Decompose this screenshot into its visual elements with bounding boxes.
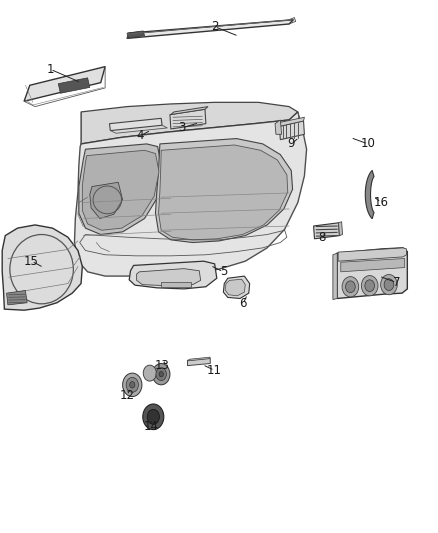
Polygon shape: [365, 171, 374, 219]
Polygon shape: [279, 121, 304, 140]
Circle shape: [342, 277, 359, 297]
Polygon shape: [225, 279, 245, 296]
Polygon shape: [127, 20, 293, 38]
Polygon shape: [161, 282, 191, 287]
Polygon shape: [159, 145, 288, 240]
Circle shape: [156, 368, 166, 381]
Circle shape: [152, 364, 170, 385]
Polygon shape: [81, 102, 298, 144]
Circle shape: [384, 279, 394, 290]
Polygon shape: [79, 144, 162, 235]
Polygon shape: [82, 150, 159, 230]
Polygon shape: [171, 107, 208, 115]
Polygon shape: [337, 248, 407, 298]
Text: 3: 3: [178, 122, 185, 134]
Text: 11: 11: [207, 364, 222, 377]
Polygon shape: [127, 31, 145, 38]
Circle shape: [365, 280, 374, 292]
Text: 14: 14: [144, 420, 159, 433]
Polygon shape: [74, 112, 307, 276]
Polygon shape: [110, 118, 162, 131]
Text: 15: 15: [24, 255, 39, 268]
Polygon shape: [188, 357, 210, 361]
Circle shape: [159, 372, 163, 377]
Polygon shape: [275, 120, 282, 134]
Polygon shape: [339, 222, 343, 236]
Text: 1: 1: [46, 63, 54, 76]
Polygon shape: [341, 259, 405, 272]
Polygon shape: [314, 223, 339, 239]
Polygon shape: [137, 269, 201, 286]
Polygon shape: [155, 139, 293, 243]
Text: 4: 4: [136, 130, 144, 142]
Text: 10: 10: [360, 138, 375, 150]
Polygon shape: [129, 261, 217, 289]
Polygon shape: [333, 253, 337, 300]
Text: 2: 2: [211, 20, 219, 33]
Polygon shape: [58, 78, 90, 93]
Polygon shape: [170, 109, 206, 129]
Text: 6: 6: [239, 297, 247, 310]
Circle shape: [123, 373, 142, 397]
Circle shape: [126, 377, 138, 392]
Polygon shape: [24, 67, 105, 101]
Text: 16: 16: [374, 196, 389, 209]
Polygon shape: [90, 182, 123, 219]
Polygon shape: [7, 290, 27, 305]
Text: 7: 7: [392, 276, 400, 289]
Polygon shape: [187, 358, 210, 366]
Circle shape: [143, 365, 156, 381]
Circle shape: [381, 274, 397, 295]
Circle shape: [147, 409, 159, 424]
Text: 5: 5: [220, 265, 227, 278]
Polygon shape: [223, 276, 250, 298]
Text: 13: 13: [155, 359, 170, 372]
Circle shape: [361, 276, 378, 296]
Polygon shape: [279, 117, 304, 126]
Text: 8: 8: [318, 231, 325, 244]
Text: 12: 12: [120, 389, 134, 402]
Text: 9: 9: [287, 138, 295, 150]
Circle shape: [130, 382, 135, 388]
Polygon shape: [338, 248, 406, 261]
Circle shape: [346, 281, 355, 293]
Circle shape: [143, 404, 164, 430]
Polygon shape: [2, 225, 82, 310]
